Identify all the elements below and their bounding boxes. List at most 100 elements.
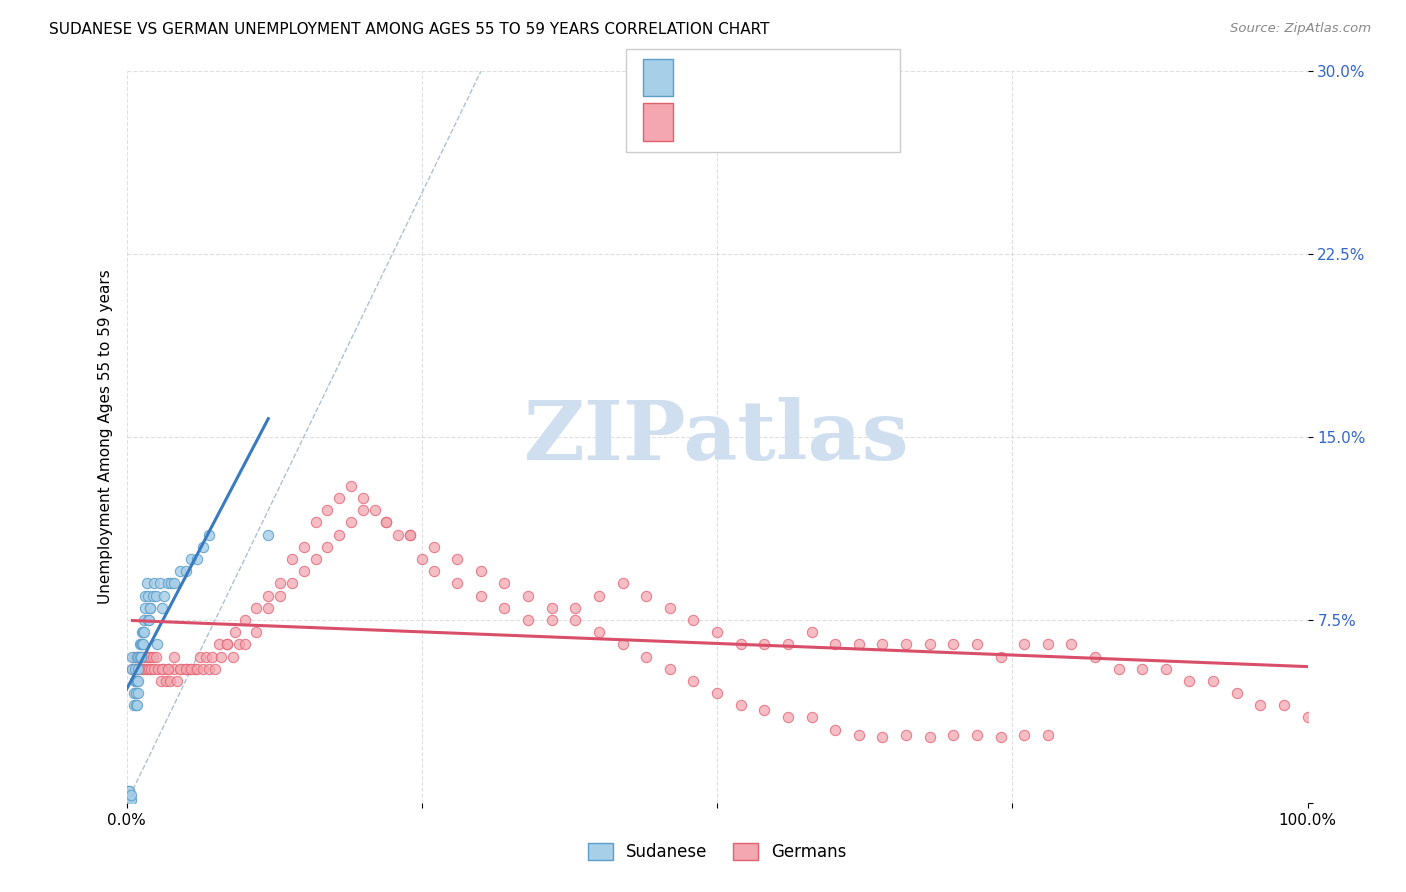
Point [128,637,150,651]
Point [942,637,965,651]
Text: 0.565: 0.565 [721,69,769,87]
Point [118,783,141,797]
Point [340,479,363,493]
Point [169,564,191,578]
Point [588,589,610,603]
Point [470,564,492,578]
Point [125,649,148,664]
Point [160,576,183,591]
Point [200,649,222,664]
Point [159,673,181,688]
Point [127,686,149,700]
Point [966,727,988,741]
Point [204,662,226,676]
Point [470,589,492,603]
Point [564,600,586,615]
Point [1036,727,1059,741]
Point [163,649,186,664]
Point [174,662,197,676]
Point [966,637,988,651]
Point [1226,686,1249,700]
Point [152,662,174,676]
Point [375,516,398,530]
Point [706,686,728,700]
Point [129,637,152,651]
Point [872,730,894,744]
Point [169,662,191,676]
Text: N =: N = [778,69,814,87]
Point [128,649,150,664]
Point [1012,727,1035,741]
Point [155,673,177,688]
Point [411,552,433,566]
Point [193,540,215,554]
Point [148,662,170,676]
Point [128,662,150,676]
Point [918,730,941,744]
Point [446,576,468,591]
Point [131,625,153,640]
Point [121,662,143,676]
Point [150,600,173,615]
Point [180,662,202,676]
Point [1084,649,1107,664]
Point [125,698,148,713]
Point [139,649,162,664]
Point [127,649,149,664]
Point [134,649,156,664]
Point [894,637,917,651]
Point [352,503,374,517]
Point [824,723,846,737]
Point [612,576,634,591]
Point [132,625,155,640]
Point [120,793,142,807]
Point [120,789,142,803]
Point [121,649,143,664]
Point [145,649,167,664]
Point [363,503,385,517]
Point [198,662,221,676]
Point [215,637,238,651]
Point [540,600,562,615]
Point [145,589,167,603]
Point [328,491,350,505]
Point [138,613,160,627]
Point [131,662,153,676]
Point [257,600,280,615]
Point [184,662,207,676]
Point [730,698,752,713]
Text: 0.248: 0.248 [721,113,769,131]
Point [186,552,208,566]
Point [304,552,326,566]
Point [1296,710,1319,724]
Point [292,540,315,554]
Point [292,564,315,578]
Point [132,637,155,651]
Point [894,727,917,741]
Point [122,686,145,700]
Point [990,649,1012,664]
Point [824,637,846,651]
Text: ZIPatlas: ZIPatlas [524,397,910,477]
Point [163,662,186,676]
Point [1130,662,1153,676]
Point [422,564,444,578]
Point [612,637,634,651]
Point [281,576,304,591]
Point [141,649,163,664]
Text: 146: 146 [813,113,844,131]
Point [316,503,339,517]
Point [124,662,146,676]
Point [127,662,149,676]
Point [127,673,149,688]
Point [127,662,149,676]
Point [136,613,159,627]
Point [156,662,179,676]
Point [138,662,160,676]
Point [754,637,776,651]
Point [134,662,156,676]
Point [494,600,516,615]
Point [658,600,681,615]
Point [127,698,149,713]
Point [304,516,326,530]
